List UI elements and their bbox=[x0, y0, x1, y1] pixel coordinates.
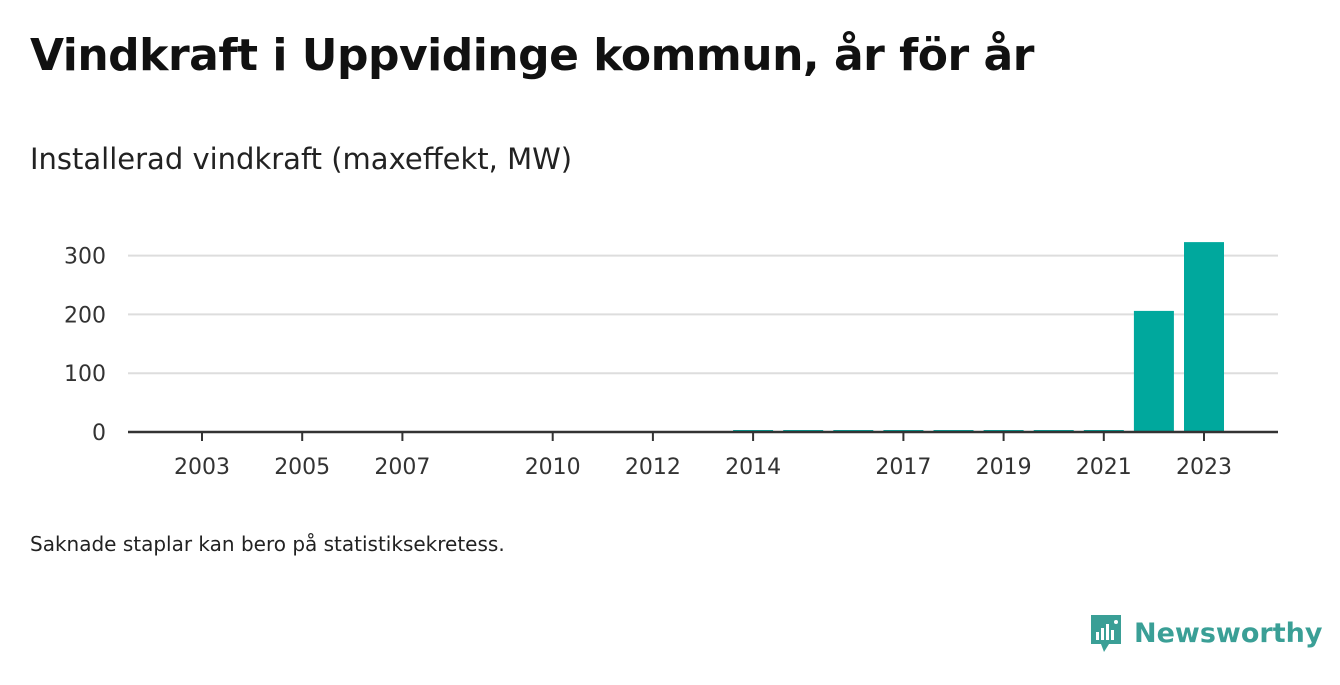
bar-2022 bbox=[1133, 310, 1174, 432]
x-tick-label: 2003 bbox=[174, 455, 230, 480]
x-tick-label: 2007 bbox=[374, 455, 430, 480]
x-tick-label: 2021 bbox=[1076, 455, 1132, 480]
x-tick-label: 2023 bbox=[1176, 455, 1232, 480]
y-tick-label: 300 bbox=[64, 245, 106, 270]
bar-2023 bbox=[1184, 242, 1224, 432]
grid-lines bbox=[128, 254, 1278, 375]
x-tick-label: 2012 bbox=[625, 455, 681, 480]
x-tick-label: 2014 bbox=[725, 455, 781, 480]
newsworthy-logo-icon bbox=[1091, 615, 1121, 652]
footnote: Saknade staplar kan bero på statistiksek… bbox=[30, 532, 505, 556]
y-axis-ticks: 0 100 200 300 bbox=[64, 245, 106, 446]
chart-subtitle: Installerad vindkraft (maxeffekt, MW) bbox=[30, 142, 573, 176]
x-tick-label: 2017 bbox=[875, 455, 931, 480]
brand-name: Newsworthy bbox=[1134, 617, 1323, 649]
x-tick-label: 2019 bbox=[976, 455, 1032, 480]
chart-title: Vindkraft i Uppvidinge kommun, år för år bbox=[30, 30, 1034, 81]
bars bbox=[733, 242, 1224, 432]
x-axis-ticks: 2003 2005 2007 2010 2012 2014 2017 2019 2021 2023 bbox=[174, 432, 1232, 480]
x-tick-label: 2010 bbox=[525, 455, 581, 480]
y-tick-label: 200 bbox=[64, 303, 106, 328]
brand-logo[interactable]: Newsworthy bbox=[1088, 612, 1322, 654]
x-tick-label: 2005 bbox=[274, 455, 330, 480]
y-tick-label: 100 bbox=[64, 362, 106, 387]
y-tick-label: 0 bbox=[92, 421, 106, 446]
